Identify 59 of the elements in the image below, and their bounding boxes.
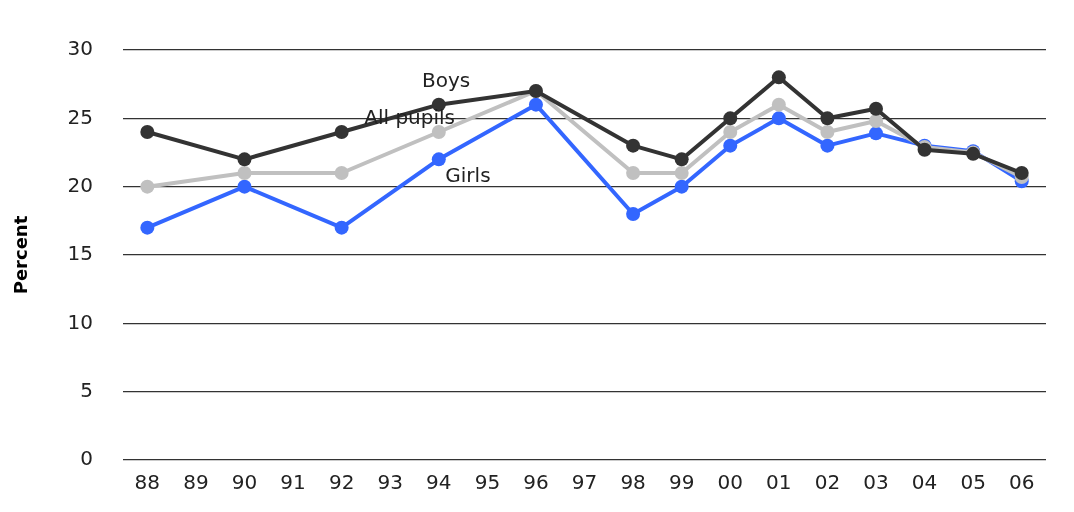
point (626, 138, 641, 153)
x-tick-label: 02 (814, 470, 841, 495)
y-tick-label: 5 (80, 377, 94, 402)
y-axis-title: Percent (10, 215, 32, 295)
y-tick-label: 15 (67, 241, 94, 266)
point (771, 70, 786, 85)
x-tick-label: 88 (134, 470, 161, 495)
x-tick-label: 05 (960, 470, 986, 495)
point (237, 152, 252, 167)
point (431, 152, 446, 167)
point (334, 125, 349, 139)
point (820, 138, 835, 153)
y-tick-label: 10 (67, 309, 94, 334)
y-tick-label: 30 (67, 36, 94, 61)
x-tick-label: 96 (523, 470, 549, 495)
point (868, 101, 883, 116)
point (140, 179, 155, 194)
series-label: Boys (421, 67, 471, 92)
y-tick-label: 20 (67, 172, 94, 197)
x-tick-label: 99 (668, 470, 695, 495)
point (723, 138, 738, 153)
x-tick-label: 01 (766, 470, 792, 495)
y-tick-label: 0 (80, 446, 94, 471)
y-tick-label: 25 (67, 104, 94, 129)
point (140, 220, 155, 235)
point (674, 152, 689, 167)
x-tick-label: 89 (183, 470, 209, 495)
x-tick-label: 04 (911, 470, 938, 495)
point (237, 179, 252, 194)
series-label: Girls (445, 163, 491, 188)
point (528, 97, 543, 112)
x-tick-label: 06 (1008, 470, 1035, 495)
point (626, 166, 641, 180)
x-tick-label: 03 (863, 470, 889, 495)
point (140, 125, 155, 139)
x-tick-label: 97 (571, 470, 598, 495)
x-tick-label: 90 (231, 470, 258, 495)
point (334, 166, 349, 180)
point (674, 166, 689, 180)
x-tick-label: 94 (426, 470, 452, 495)
x-tick-label: 93 (377, 470, 403, 495)
x-tick-label: 00 (717, 470, 743, 495)
point (868, 114, 883, 129)
point (237, 166, 252, 180)
point (820, 125, 835, 139)
point (723, 125, 738, 139)
x-tick-label: 92 (328, 470, 355, 495)
point (723, 111, 738, 126)
point (626, 207, 641, 221)
point (820, 111, 835, 126)
point (771, 111, 786, 126)
x-tick-label: 91 (280, 470, 306, 495)
x-tick-label: 95 (474, 470, 501, 495)
point (334, 220, 349, 235)
x-tick-label: 98 (620, 470, 646, 495)
point (868, 126, 883, 141)
point (771, 97, 786, 112)
point (674, 179, 689, 194)
point (1014, 166, 1029, 180)
